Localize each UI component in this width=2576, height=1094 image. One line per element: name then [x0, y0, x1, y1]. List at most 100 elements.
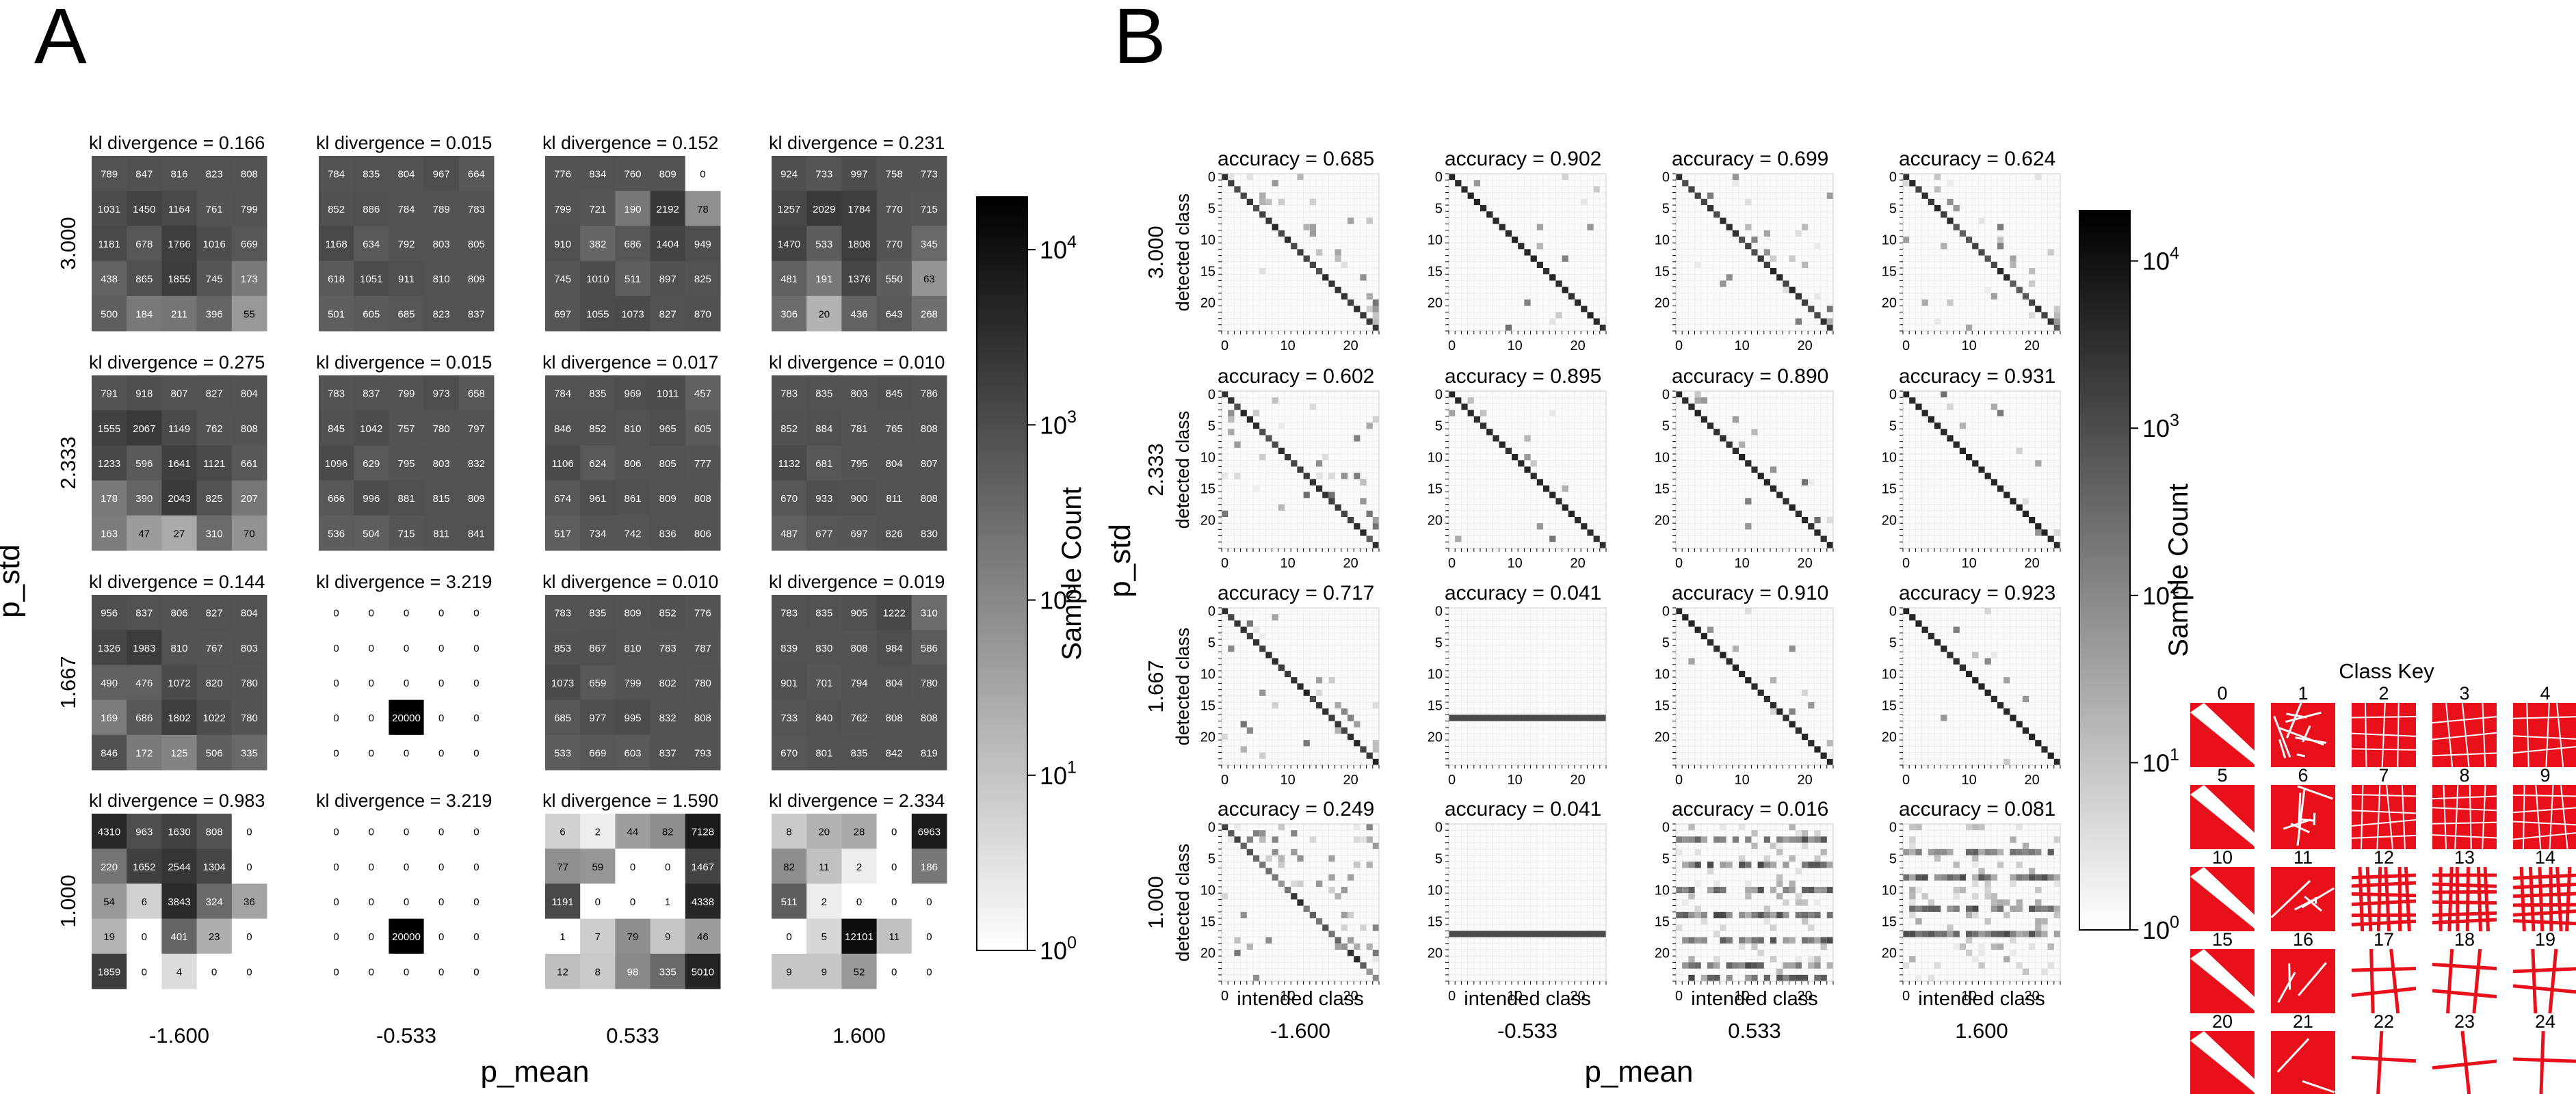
matrix-diagonal-cell	[1467, 410, 1474, 416]
matrix-cell	[1921, 931, 1928, 937]
matrix-cell	[1966, 937, 1973, 944]
heatmap-cell	[685, 595, 721, 630]
class-key-number: 7	[2378, 765, 2389, 786]
panel-b-y-value: 1.667	[1144, 660, 1168, 713]
matrix-diagonal-cell	[1240, 192, 1247, 199]
heatmap-cell	[354, 699, 389, 736]
kl-divergence-title: kl divergence = 0.231	[769, 133, 945, 153]
matrix-cell	[1947, 874, 1954, 881]
matrix-cell	[1253, 626, 1260, 633]
matrix-cell	[1676, 911, 1683, 918]
class-key-swatch	[2432, 949, 2497, 1013]
matrix-cell	[1795, 893, 1802, 900]
panel-a-y-value: 2.333	[56, 436, 80, 490]
matrix-cell	[1316, 472, 1323, 479]
matrix-cell	[1826, 740, 1833, 747]
matrix-diagonal-cell	[1751, 249, 1758, 256]
matrix-diagonal-cell	[1360, 962, 1367, 969]
heatmap-value: 845	[328, 423, 345, 435]
matrix-cell	[2022, 968, 2029, 975]
heatmap-cell	[354, 883, 389, 920]
heatmap-cell	[615, 665, 651, 701]
matrix-cell	[1820, 836, 1827, 843]
heatmap-value: 804	[397, 169, 415, 181]
heatmap-cell	[580, 699, 616, 736]
heatmap-cell	[911, 699, 947, 736]
heatmap-cell	[423, 515, 460, 551]
heatmap-cell	[161, 410, 198, 446]
matrix-cell	[1265, 937, 1272, 944]
heatmap-value: 1149	[168, 423, 190, 435]
matrix-diagonal-cell	[1536, 479, 1543, 485]
heatmap-value: 808	[206, 827, 223, 838]
matrix-frame	[1221, 823, 1380, 982]
heatmap-cell	[92, 445, 127, 481]
heatmap-value: 786	[921, 388, 938, 400]
heatmap-cell	[458, 883, 495, 920]
class-key-number: 10	[2212, 847, 2233, 868]
matrix-cell	[1802, 899, 1809, 906]
heatmap-cell	[389, 295, 425, 332]
heatmap-value: 0	[369, 747, 374, 759]
class-key-item: 3	[2432, 683, 2497, 768]
matrix-cell	[1536, 243, 1543, 250]
heatmap-cell	[580, 410, 616, 446]
matrix-diagonal-cell	[1966, 454, 1973, 461]
heatmap-cell	[615, 630, 651, 665]
matrix-cell	[1536, 224, 1543, 230]
heatmap-value: 0	[369, 827, 374, 838]
matrix-cell	[1783, 899, 1789, 906]
heatmap-cell	[580, 630, 616, 665]
matrix-cell	[1732, 174, 1739, 181]
heatmap-value: 820	[206, 678, 223, 689]
class-key-pattern	[2190, 1031, 2255, 1093]
heatmap-cell	[196, 261, 233, 297]
heatmap-value: 0	[438, 966, 444, 978]
matrix-cell	[1789, 255, 1796, 262]
matrix-cell	[2035, 529, 2042, 536]
matrix-diagonal-cell	[1222, 391, 1228, 398]
matrix-cell	[1795, 230, 1802, 237]
matrix-cell	[1348, 874, 1354, 881]
matrix-cell	[1990, 403, 1997, 410]
heatmap-value: 783	[468, 204, 485, 215]
heatmap-cell	[127, 953, 162, 989]
kl-divergence-title: kl divergence = 0.275	[89, 352, 265, 373]
matrix-diagonal-cell	[1757, 689, 1764, 696]
matrix-diagonal-cell	[1366, 535, 1373, 542]
heatmap-cell	[423, 630, 460, 665]
class-key-number: 0	[2217, 683, 2227, 704]
matrix-cell	[1953, 874, 1960, 881]
heatmap-cell	[423, 918, 460, 955]
matrix-diagonal-cell	[1909, 397, 1916, 404]
matrix-cell	[1984, 887, 1991, 894]
heatmap-cell	[772, 156, 807, 191]
matrix-cell	[1953, 905, 1960, 912]
heatmap-value: 0	[246, 827, 252, 838]
matrix-cell	[1246, 836, 1253, 843]
matrix-cell	[1915, 974, 1922, 981]
heatmap-value: 390	[135, 493, 153, 505]
matrix-cell	[1259, 689, 1266, 696]
matrix-diagonal-cell	[2016, 286, 2023, 293]
heatmap-value: 1	[560, 931, 565, 943]
heatmap-cell	[161, 665, 198, 701]
matrix-cell	[1972, 824, 1979, 831]
heatmap-cell	[319, 953, 354, 989]
heatmap-value: 803	[241, 643, 258, 654]
heatmap-cell	[423, 410, 460, 446]
matrix-cell	[1770, 255, 1777, 262]
matrix-cell	[2016, 874, 2023, 881]
accuracy-title: accuracy = 0.902	[1445, 148, 1601, 170]
matrix-cell	[1966, 905, 1973, 912]
matrix-diagonal-cell	[1303, 689, 1310, 696]
heatmap-cell	[876, 480, 912, 516]
heatmap-cell	[458, 814, 495, 849]
heatmap-value: 586	[921, 643, 938, 654]
matrix-cell	[1322, 454, 1329, 461]
matrix-cell	[1959, 423, 1966, 429]
matrix-diagonal-cell	[2053, 542, 2060, 548]
heatmap-cell	[772, 295, 807, 332]
